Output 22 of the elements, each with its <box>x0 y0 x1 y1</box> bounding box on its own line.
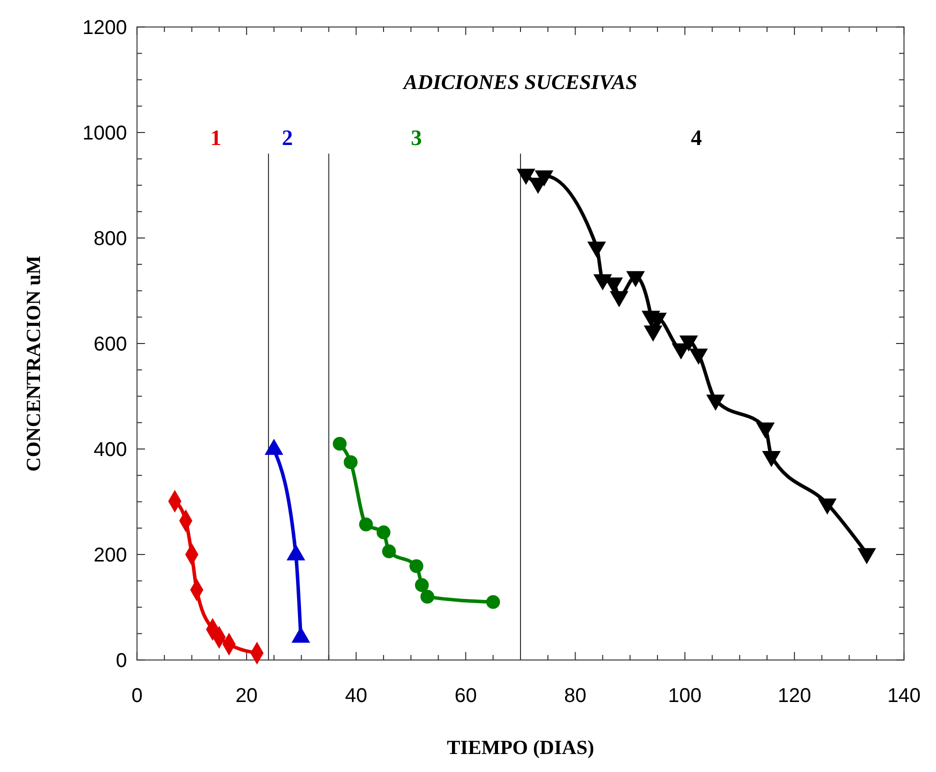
y-tick-label: 1000 <box>82 122 127 144</box>
y-axis-title: CONCENTRACION uM <box>23 255 45 472</box>
x-tick-label: 20 <box>235 685 258 707</box>
y-tick-label: 800 <box>94 228 127 250</box>
text: ADICIONES SUCESIVAS <box>402 70 638 94</box>
x-tick-label: 100 <box>668 685 702 707</box>
y-tick-label: 200 <box>94 544 127 566</box>
x-axis-title: TIEMPO (DIAS) <box>446 737 594 759</box>
y-tick-label: 1200 <box>82 17 127 39</box>
text: 4 <box>690 125 702 150</box>
x-tick-label: 140 <box>887 685 921 707</box>
y-tick-label: 600 <box>94 334 127 356</box>
x-tick-label: 80 <box>564 685 586 707</box>
x-tick-label: 40 <box>345 685 368 707</box>
x-tick-label: 60 <box>454 685 477 707</box>
x-tick-label: 120 <box>778 685 812 707</box>
y-tick-label: 400 <box>94 439 127 461</box>
text: 1 <box>210 125 222 150</box>
y-tick-label: 0 <box>116 650 127 672</box>
x-tick-label: 0 <box>131 685 143 707</box>
text: 3 <box>410 125 422 150</box>
text: 2 <box>282 125 293 150</box>
